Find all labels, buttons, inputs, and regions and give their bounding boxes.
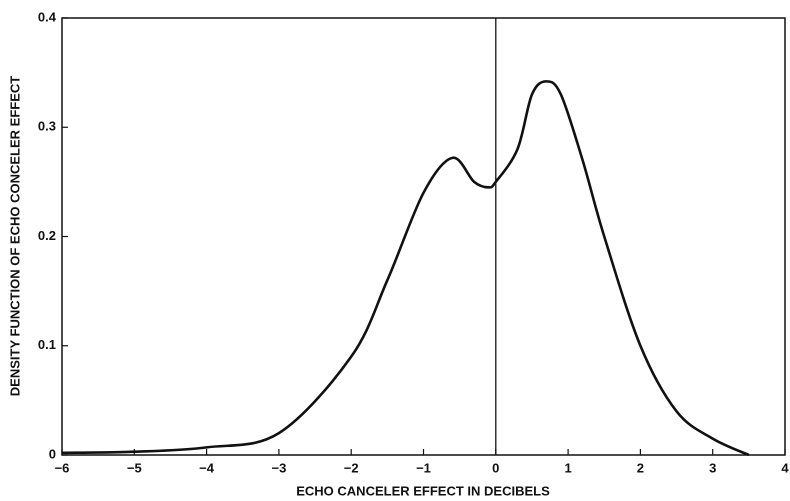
x-tick-label: 1 [564,460,571,475]
y-tick-label: 0.1 [38,337,56,352]
plot-frame [61,17,786,456]
density-curve [61,80,750,457]
y-tick-label: 0.2 [38,228,56,243]
x-tick-label: −2 [344,460,359,475]
x-tick-label: 2 [637,460,644,475]
x-tick-label: −5 [127,460,142,475]
y-tick-label: 0.4 [38,9,57,24]
x-tick-label: 3 [709,460,716,475]
x-axis-label: ECHO CANCELER EFFECT IN DECIBELS [296,483,550,498]
x-tick-label: −3 [271,460,286,475]
x-tick-label: −6 [55,460,70,475]
y-tick-label: 0 [49,446,56,461]
x-tick-label: 4 [781,460,789,475]
x-tick-label: 0 [492,460,499,475]
y-tick-label: 0.3 [38,119,56,134]
x-tick-label: −1 [416,460,431,475]
y-axis-label: DENSITY FUNCTION OF ECHO CONCELER EFFECT [7,76,22,396]
x-tick-label: −4 [199,460,215,475]
